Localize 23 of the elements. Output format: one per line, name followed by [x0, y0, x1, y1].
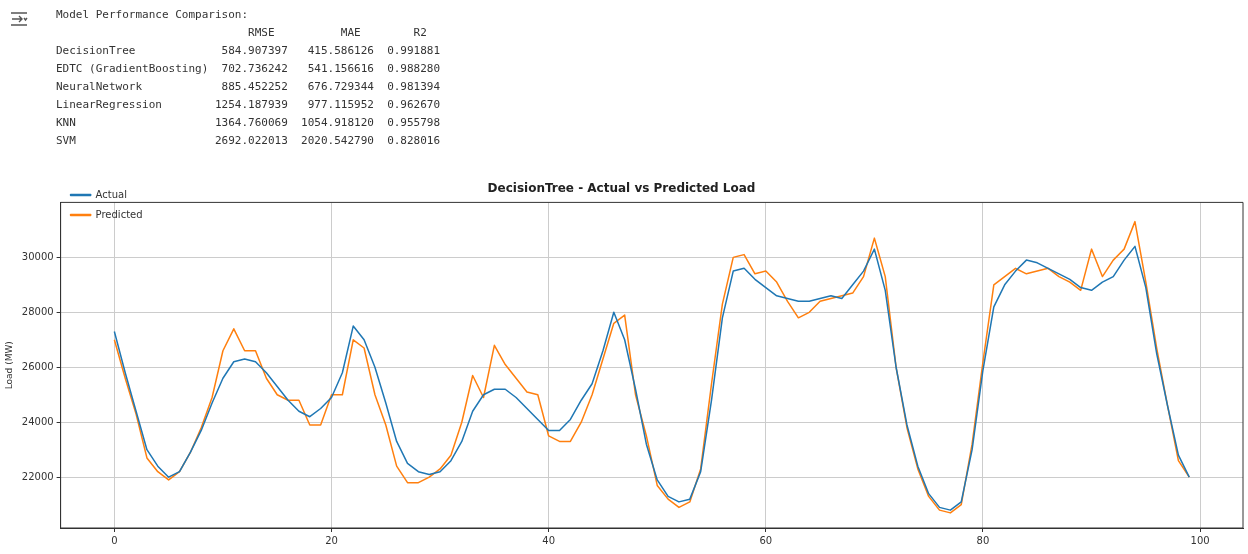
y-tick-label: 28000	[21, 305, 54, 317]
legend-label: Actual	[95, 188, 127, 200]
y-tick-label: 24000	[21, 415, 54, 427]
text: NeuralNetwork 885.452252 676.729344 0.981394	[56, 80, 441, 93]
y-tick-label: 22000	[21, 470, 54, 482]
text: EDTC (GradientBoosting) 702.736242 541.156616 0.988280	[56, 62, 441, 75]
text: RMSE MAE R2	[248, 26, 427, 39]
x-tick-label: 100	[1190, 534, 1210, 546]
x-tick-label: 80	[976, 534, 990, 546]
text: SVM 2692.022013 2020.542790 0.828016	[56, 134, 441, 147]
x-tick-label: 20	[325, 534, 338, 546]
legend-label: Predicted	[95, 208, 143, 220]
text: LinearRegression 1254.187939 977.115952 0.962670	[56, 98, 441, 111]
y-axis-title: Load (MW)	[3, 341, 14, 390]
text: DecisionTree 584.907397 415.586126 0.991881	[56, 44, 441, 57]
text: KNN 1364.760069 1054.918120 0.955798	[56, 116, 441, 129]
y-tick-label: 30000	[21, 250, 54, 262]
x-tick-label: 40	[542, 534, 556, 546]
y-tick-label: 26000	[21, 360, 54, 372]
chart-title: DecisionTree - Actual vs Predicted Load	[487, 181, 756, 196]
x-tick-label: 60	[759, 534, 773, 546]
text: Model Performance Comparison:	[56, 8, 249, 21]
x-tick-label: 0	[111, 534, 118, 546]
